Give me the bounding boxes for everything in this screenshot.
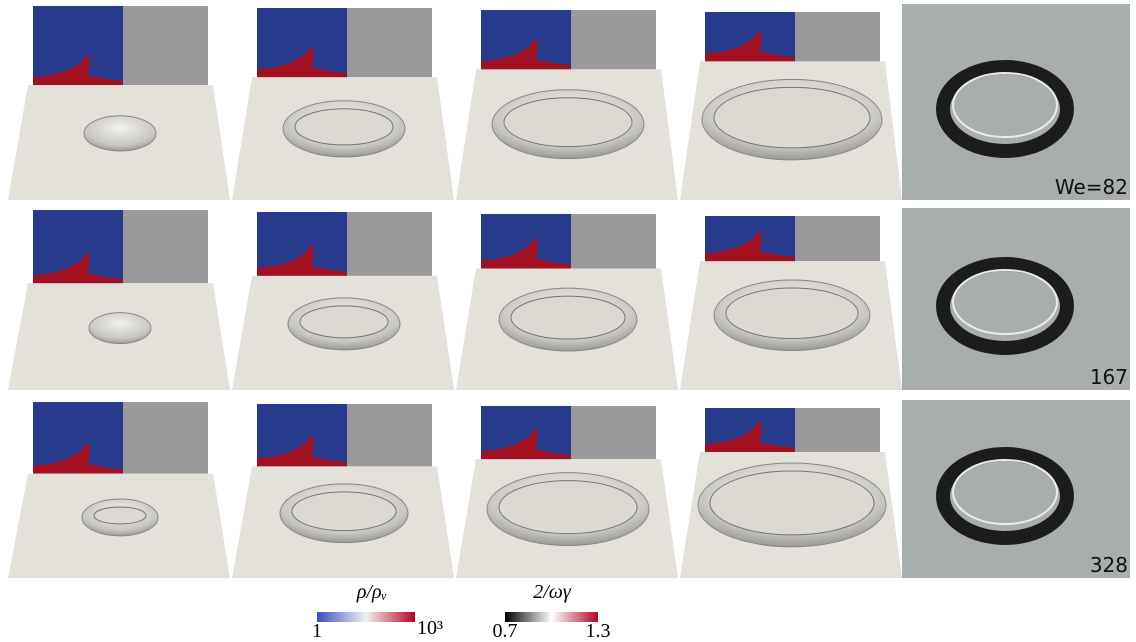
rim-inner [725, 287, 859, 340]
backdrop-vorticity [571, 406, 656, 460]
photo-label: 328 [1090, 553, 1128, 577]
liquid [481, 238, 571, 269]
rim-inner [510, 295, 626, 340]
liquid [481, 429, 571, 460]
photo-ring [936, 257, 1074, 355]
rim-inner [294, 108, 394, 146]
colorbar [317, 612, 415, 622]
colorbar-min: 1 [312, 620, 322, 642]
rim-inner [291, 491, 397, 532]
photo-highlight [952, 459, 1058, 525]
photo-ring [936, 60, 1074, 158]
liquid [705, 422, 795, 452]
liquid [33, 55, 123, 86]
backdrop-vorticity [347, 8, 432, 78]
backdrop-vorticity [347, 404, 432, 467]
rim-inner [93, 506, 147, 525]
rim-inner [709, 470, 875, 536]
backdrop-vorticity [347, 212, 432, 276]
liquid [33, 443, 123, 474]
rim-outer [83, 115, 157, 152]
backdrop-vorticity [795, 408, 880, 452]
backdrop-vorticity [123, 210, 208, 284]
colorbar-min: 0.7 [493, 620, 518, 642]
photo-ring [936, 447, 1074, 545]
photo-highlight [952, 269, 1058, 335]
photo-highlight [952, 72, 1058, 138]
photo-label: We=82 [1055, 175, 1128, 199]
colorbar-max: 10³ [417, 617, 443, 639]
liquid [33, 253, 123, 284]
colorbar-max: 1.3 [586, 620, 611, 642]
rim-inner [498, 480, 638, 535]
photo-label: 167 [1090, 365, 1128, 389]
rim-inner [299, 305, 389, 339]
rim-inner [713, 86, 871, 149]
colorbar-title: ρ/ρᵥ [356, 581, 387, 603]
liquid [705, 31, 795, 62]
backdrop-vorticity [795, 216, 880, 262]
rim-inner [503, 97, 633, 148]
rim-outer [88, 312, 152, 345]
liquid [257, 47, 347, 78]
liquid [705, 231, 795, 262]
photo [902, 400, 1130, 578]
liquid [257, 245, 347, 276]
panels: We=82 167 328 [8, 4, 1130, 578]
liquid [257, 436, 347, 467]
photo [902, 4, 1130, 200]
backdrop-vorticity [123, 402, 208, 474]
liquid [481, 39, 571, 70]
colorbar [505, 612, 598, 622]
backdrop-vorticity [795, 12, 880, 62]
backdrop-vorticity [123, 6, 208, 86]
backdrop-vorticity [571, 10, 656, 70]
photo [902, 208, 1130, 390]
backdrop-vorticity [571, 214, 656, 269]
colorbar-title: 2/ωγ [533, 581, 572, 603]
